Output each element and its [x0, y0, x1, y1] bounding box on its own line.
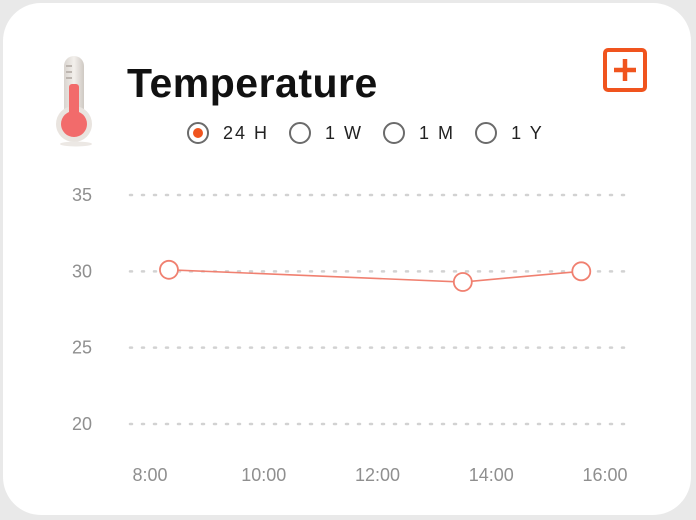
- add-button[interactable]: [603, 48, 647, 92]
- radio-button[interactable]: [187, 122, 209, 144]
- series-line: [168, 269, 582, 283]
- temperature-card: [3, 3, 691, 515]
- radio-button[interactable]: [289, 122, 312, 144]
- x-tick-label: 10:00: [241, 465, 286, 485]
- x-tick-label: 14:00: [469, 465, 514, 485]
- card-title: Temperature: [127, 60, 378, 106]
- x-tick-label: 8:00: [132, 465, 167, 485]
- range-label: 1 Y: [511, 122, 544, 143]
- range-option-1m[interactable]: 1 M: [383, 122, 455, 144]
- range-label: 1 M: [419, 122, 456, 143]
- data-point: [571, 261, 592, 282]
- range-label: 1 W: [325, 122, 364, 143]
- range-label: 24 H: [223, 122, 270, 143]
- data-point: [452, 272, 473, 292]
- y-tick-label: 20: [72, 414, 92, 434]
- range-option-24h[interactable]: 24 H: [187, 122, 269, 144]
- thermometer-icon: [56, 56, 92, 147]
- y-tick-label: 30: [72, 261, 92, 281]
- radio-button[interactable]: [383, 122, 406, 144]
- x-tick-label: 16:00: [582, 465, 627, 485]
- range-selector: 24 H 1 W 1 M 1 Y: [187, 117, 564, 149]
- plus-square-icon: [603, 48, 647, 92]
- radio-button[interactable]: [475, 122, 498, 144]
- range-option-1y[interactable]: 1 Y: [475, 122, 544, 144]
- y-tick-label: 25: [72, 338, 92, 358]
- x-tick-label: 12:00: [355, 465, 400, 485]
- y-tick-label: 35: [72, 185, 92, 205]
- range-option-1w[interactable]: 1 W: [289, 122, 363, 144]
- data-point: [159, 259, 179, 280]
